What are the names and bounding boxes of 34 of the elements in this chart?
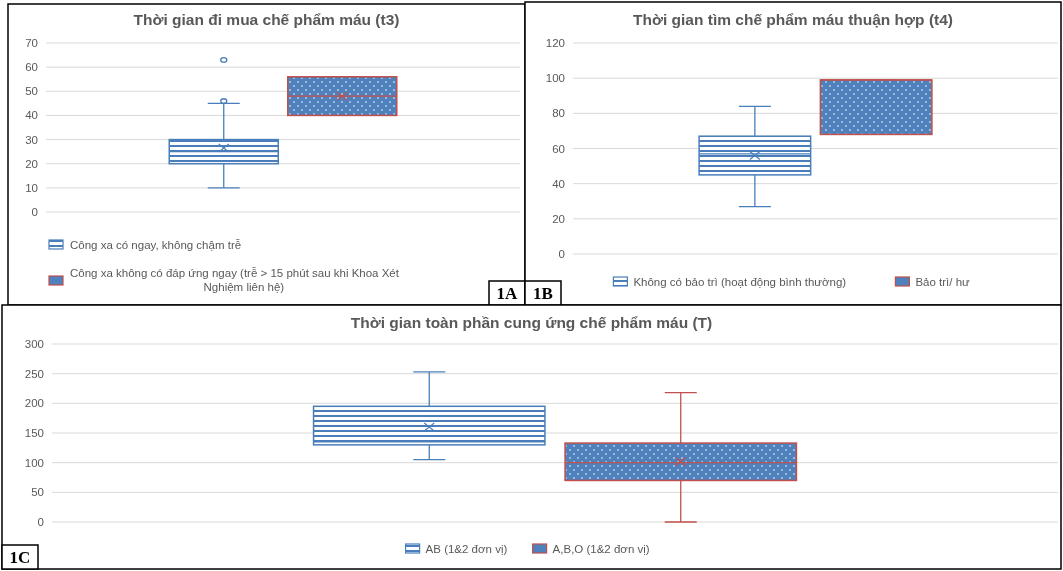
y-tick-label: 0	[558, 248, 565, 260]
legend-label: AB (1&2 đơn vị)	[425, 543, 508, 555]
y-tick-label: 200	[24, 397, 44, 410]
legend-label: A,B,O (1&2 đơn vị)	[552, 543, 650, 555]
y-tick-label: 50	[25, 85, 38, 98]
y-tick-label: 60	[552, 142, 565, 155]
legend-label: Công xa có ngay, không chậm trễ	[70, 239, 242, 251]
legend-label: Công xa không có đáp ứng ngay (trễ > 15 phút sau khi Khoa Xét Nghiệm liên hệ)	[70, 267, 400, 293]
y-tick-label: 70	[25, 37, 38, 49]
chart-title: Thời gian toàn phần cung ứng chế phẩm máu (T)	[350, 314, 713, 331]
text: 1C	[9, 548, 31, 567]
y-tick-label: 0	[37, 516, 44, 528]
text: 1B	[533, 284, 553, 303]
y-tick-label: 100	[24, 456, 44, 469]
y-tick-label: 40	[25, 109, 38, 122]
y-tick-label: 120	[545, 37, 565, 49]
y-tick-label: 20	[25, 157, 38, 170]
legend-label: Bảo trì/ hư	[915, 276, 971, 288]
y-tick-label: 60	[25, 61, 38, 74]
legend-label: Không có bảo trì (hoạt động bình thường)	[633, 276, 847, 288]
y-tick-label: 150	[24, 427, 44, 439]
chart-title: Thời gian tìm chế phẩm máu thuận hợp (t4)	[633, 11, 953, 28]
y-tick-label: 50	[31, 486, 44, 499]
text: 1A	[496, 284, 519, 303]
y-tick-label: 10	[25, 181, 38, 194]
y-tick-label: 40	[552, 177, 565, 190]
y-tick-label: 80	[552, 107, 565, 120]
y-tick-label: 20	[552, 212, 565, 225]
y-tick-label: 250	[24, 367, 44, 380]
chart-title: Thời gian đi mua chế phẩm máu (t3)	[133, 11, 400, 28]
y-tick-label: 300	[24, 338, 44, 350]
y-tick-label: 30	[25, 133, 38, 146]
y-tick-label: 100	[545, 72, 565, 85]
y-tick-label: 0	[31, 206, 38, 218]
